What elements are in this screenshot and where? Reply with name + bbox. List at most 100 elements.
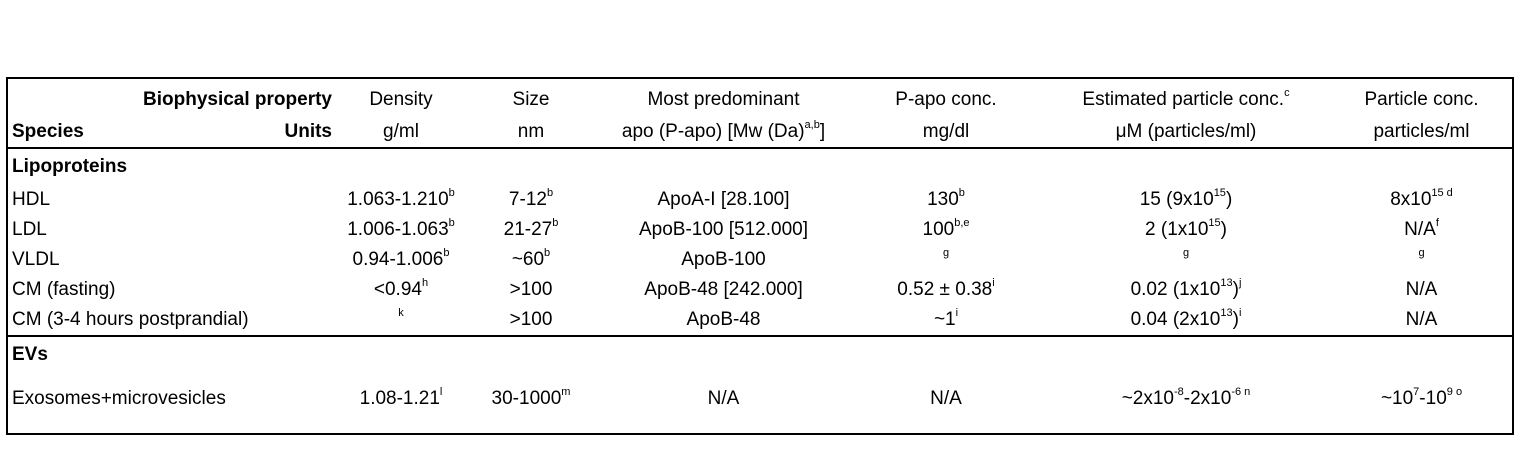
table-cell: 15 (9x1015) (1041, 185, 1331, 215)
table-row: LDL 1.006-1.063b 21-27b ApoB-100 [512.000] 1… (7, 215, 1513, 245)
table-cell: >100 (466, 305, 596, 336)
cell-text: 1.006-1.063 (347, 219, 449, 240)
cell-text: 0.02 (1x10 (1130, 279, 1221, 300)
cell-text: ] (819, 121, 826, 142)
footnote-marker: i (992, 277, 995, 289)
table-row: CM (3-4 hours postprandial) k >100 ApoB-48 ~… (7, 305, 1513, 336)
table-cell: 0.02 (1x1013)j (1041, 275, 1331, 305)
species-units-header: Species Units (7, 117, 336, 148)
cell-text: 0.94-1.006 (352, 249, 444, 270)
units-header: Units (284, 121, 333, 142)
table-cell: 1.063-1.210b (336, 185, 466, 215)
cell-text: Density (369, 89, 433, 110)
footnote-marker: i (1238, 307, 1242, 319)
species-name: VLDL (12, 249, 60, 270)
header-row: Biophysical property Density Size Most pred… (7, 78, 1513, 117)
cell-text: ~60 (511, 249, 545, 270)
footnote-marker: g (1182, 247, 1190, 259)
footnote-marker: k (398, 307, 404, 319)
table-cell: 1.006-1.063b (336, 215, 466, 245)
footnote-marker: b (546, 187, 554, 199)
table-cell: N/A (596, 373, 851, 434)
cell-text: 0.52 ± 0.38 (897, 279, 993, 300)
cell-text: ) (1232, 279, 1239, 300)
table-cell: Size (466, 78, 596, 117)
table-cell: Estimated particle conc.c (1041, 78, 1331, 117)
cell-text: ApoB-48 (686, 309, 761, 330)
footnote-marker: b (443, 247, 450, 259)
table-cell: k (336, 305, 466, 336)
cell-text: N/A (1404, 219, 1436, 240)
footnote-marker: g (1418, 247, 1425, 259)
table-cell: g (851, 245, 1041, 275)
footnote-marker: h (421, 277, 429, 289)
table-cell: >100 (466, 275, 596, 305)
cell-text: 30-1000 (491, 388, 562, 409)
table-cell: 0.94-1.006b (336, 245, 466, 275)
table-cell: ApoB-48 (596, 305, 851, 336)
footnote-marker: a,b (804, 119, 820, 131)
cell-text: ~1 (933, 309, 956, 330)
table-cell: 0.52 ± 0.38i (851, 275, 1041, 305)
cell-text: 1.08-1.21 (359, 388, 440, 409)
species-name: CM (3-4 hours postprandial) (12, 309, 249, 330)
species-name: LDL (12, 219, 47, 240)
footnote-marker: 15 (1213, 187, 1226, 199)
table-cell: ApoA-I [28.100] (596, 185, 851, 215)
table-cell: 130b (851, 185, 1041, 215)
cell-text: nm (517, 121, 545, 142)
cell-text: 100 (922, 219, 955, 240)
table-cell: ~60b (466, 245, 596, 275)
species-header: Species (12, 121, 84, 142)
section-header-row: Lipoproteins (7, 147, 1513, 185)
cell-text: P-apo conc. (895, 89, 997, 110)
footnote-marker: g (942, 247, 950, 259)
cell-text: 1.063-1.210 (347, 189, 449, 210)
section-header-row: EVs (7, 335, 1513, 373)
cell-text: 15 (9x10 (1139, 189, 1214, 210)
table-cell: Density (336, 78, 466, 117)
cell-text: ) (1220, 219, 1227, 240)
cell-text: 0.04 (2x10 (1130, 309, 1221, 330)
footnote-marker: i (955, 307, 959, 319)
table-cell: 1.08-1.21l (336, 373, 466, 434)
table-row: VLDL 0.94-1.006b ~60b ApoB-100 g g g (7, 245, 1513, 275)
cell-text: >100 (509, 279, 553, 300)
table-cell: nm (466, 117, 596, 148)
table-cell: 8x1015 d (1331, 185, 1513, 215)
cell-text: apo (P-apo) [Mw (Da) (621, 121, 805, 142)
cell-text: ~2x10 (1121, 388, 1174, 409)
table-cell: g/ml (336, 117, 466, 148)
footnote-marker: b (448, 217, 455, 229)
footnote-marker: b,e (954, 217, 970, 229)
table-row: HDL 1.063-1.210b 7-12b ApoA-I [28.100] 130b 1… (7, 185, 1513, 215)
cell-text: ApoB-48 [242.000] (644, 279, 803, 300)
footnote-marker: l (439, 386, 443, 398)
table-cell: N/A (851, 373, 1041, 434)
footnote-marker: 7 (1413, 386, 1420, 398)
section-title: Lipoproteins (7, 147, 1513, 185)
table-cell: N/Af (1331, 215, 1513, 245)
cell-text: Estimated particle conc. (1082, 89, 1285, 110)
footnote-marker: 13 (1220, 307, 1233, 319)
cell-text: >100 (509, 309, 553, 330)
table-cell: ApoB-100 (596, 245, 851, 275)
table-cell: ApoB-48 [242.000] (596, 275, 851, 305)
table-cell: <0.94h (336, 275, 466, 305)
cell-text: N/A (1405, 309, 1438, 330)
table-cell: N/A (1331, 275, 1513, 305)
footnote-marker: b (544, 247, 551, 259)
cell-text: -2x10 (1183, 388, 1232, 409)
table-row: Exosomes+microvesicles 1.08-1.21l 30-1000m… (7, 373, 1513, 434)
cell-text: 130 (927, 189, 959, 210)
table-cell: P-apo conc. (851, 78, 1041, 117)
footnote-marker: f (1435, 217, 1439, 229)
table-cell: 100b,e (851, 215, 1041, 245)
lipoprotein-ev-properties-table: Biophysical property Density Size Most pred… (6, 77, 1514, 435)
table-cell: particles/ml (1331, 117, 1513, 148)
cell-text: mg/dl (922, 121, 970, 142)
table-cell: μM (particles/ml) (1041, 117, 1331, 148)
cell-text: N/A (930, 388, 962, 409)
cell-text: Size (512, 89, 550, 110)
header-row: Species Units g/ml nm apo (P-apo) [Mw (Da)a,… (7, 117, 1513, 148)
